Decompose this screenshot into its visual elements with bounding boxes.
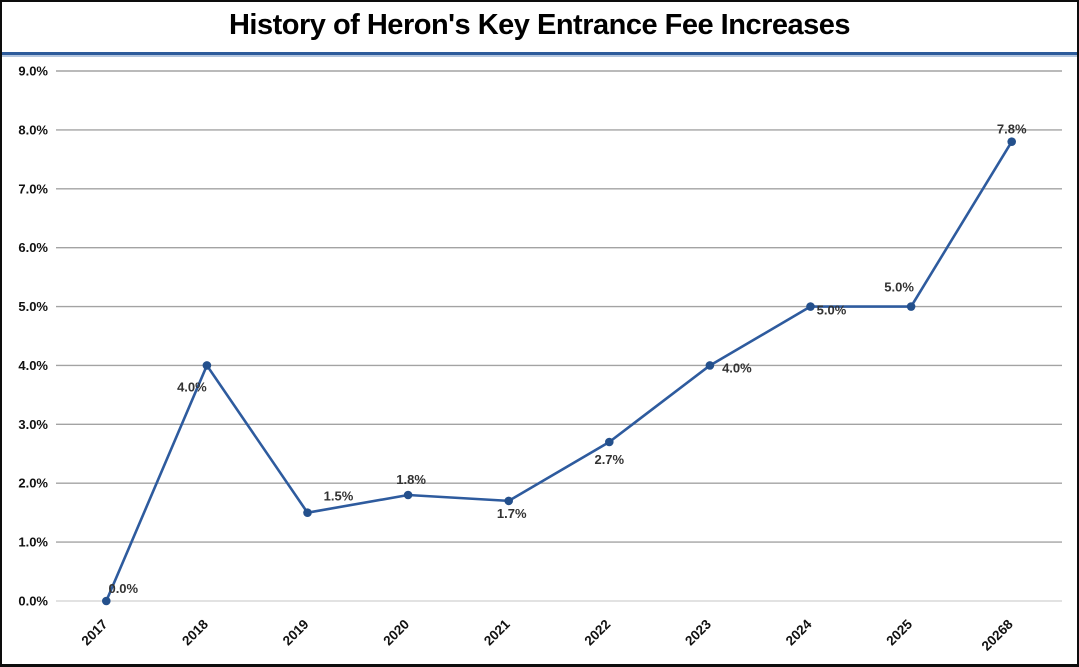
y-axis-tick-label: 1.0% [18, 535, 48, 550]
data-point-marker [403, 490, 413, 500]
x-axis-tick-label: 2021 [481, 616, 513, 648]
y-axis-tick-label: 0.0% [18, 594, 48, 609]
data-point-label: 1.5% [324, 489, 354, 504]
x-axis-tick-label: 2025 [883, 616, 915, 648]
data-point-marker [202, 361, 212, 370]
y-axis-tick-label: 4.0% [18, 358, 48, 373]
y-axis-tick-label: 9.0% [18, 64, 48, 79]
chart-title: History of Heron's Key Entrance Fee Incr… [228, 9, 851, 41]
x-axis-tick-label: 2020 [380, 617, 412, 649]
data-point-marker [1007, 137, 1016, 146]
x-axis-tick-label: 2018 [179, 616, 211, 648]
data-point-marker [303, 508, 312, 517]
data-point-marker [705, 361, 715, 370]
data-point-marker [605, 437, 614, 447]
data-point-label: 1.7% [497, 506, 527, 521]
data-point-label: 7.8% [997, 122, 1027, 137]
data-point-marker [504, 496, 513, 506]
data-point-label: 0.0% [108, 581, 138, 596]
data-point-label: 4.0% [177, 379, 207, 394]
y-axis-tick-label: 7.0% [18, 181, 48, 196]
y-axis-tick-label: 8.0% [18, 122, 48, 137]
data-point-label: 1.8% [396, 472, 426, 487]
y-axis-tick-label: 2.0% [18, 476, 48, 491]
data-point-marker [906, 302, 916, 311]
data-point-label: 5.0% [817, 303, 847, 318]
x-axis-tick-label: 20268 [979, 616, 1016, 653]
x-axis-tick-label: 2022 [582, 617, 614, 649]
data-point-marker [102, 596, 111, 606]
y-axis-tick-label: 6.0% [18, 240, 48, 255]
y-axis-tick-label: 3.0% [18, 417, 48, 432]
data-point-marker [806, 302, 815, 311]
fee-increase-series-line [105, 140, 1014, 603]
data-point-label: 4.0% [722, 360, 752, 375]
title-separator-rule [2, 52, 1077, 57]
x-axis-tick-label: 2023 [682, 616, 714, 648]
x-axis-tick-label: 2017 [79, 617, 111, 649]
data-point-label: 2.7% [594, 452, 624, 467]
data-point-label: 5.0% [884, 280, 914, 295]
x-axis-tick-label: 2019 [280, 617, 312, 649]
x-axis-tick-label: 2024 [783, 616, 815, 648]
y-axis-tick-label: 5.0% [18, 299, 48, 314]
